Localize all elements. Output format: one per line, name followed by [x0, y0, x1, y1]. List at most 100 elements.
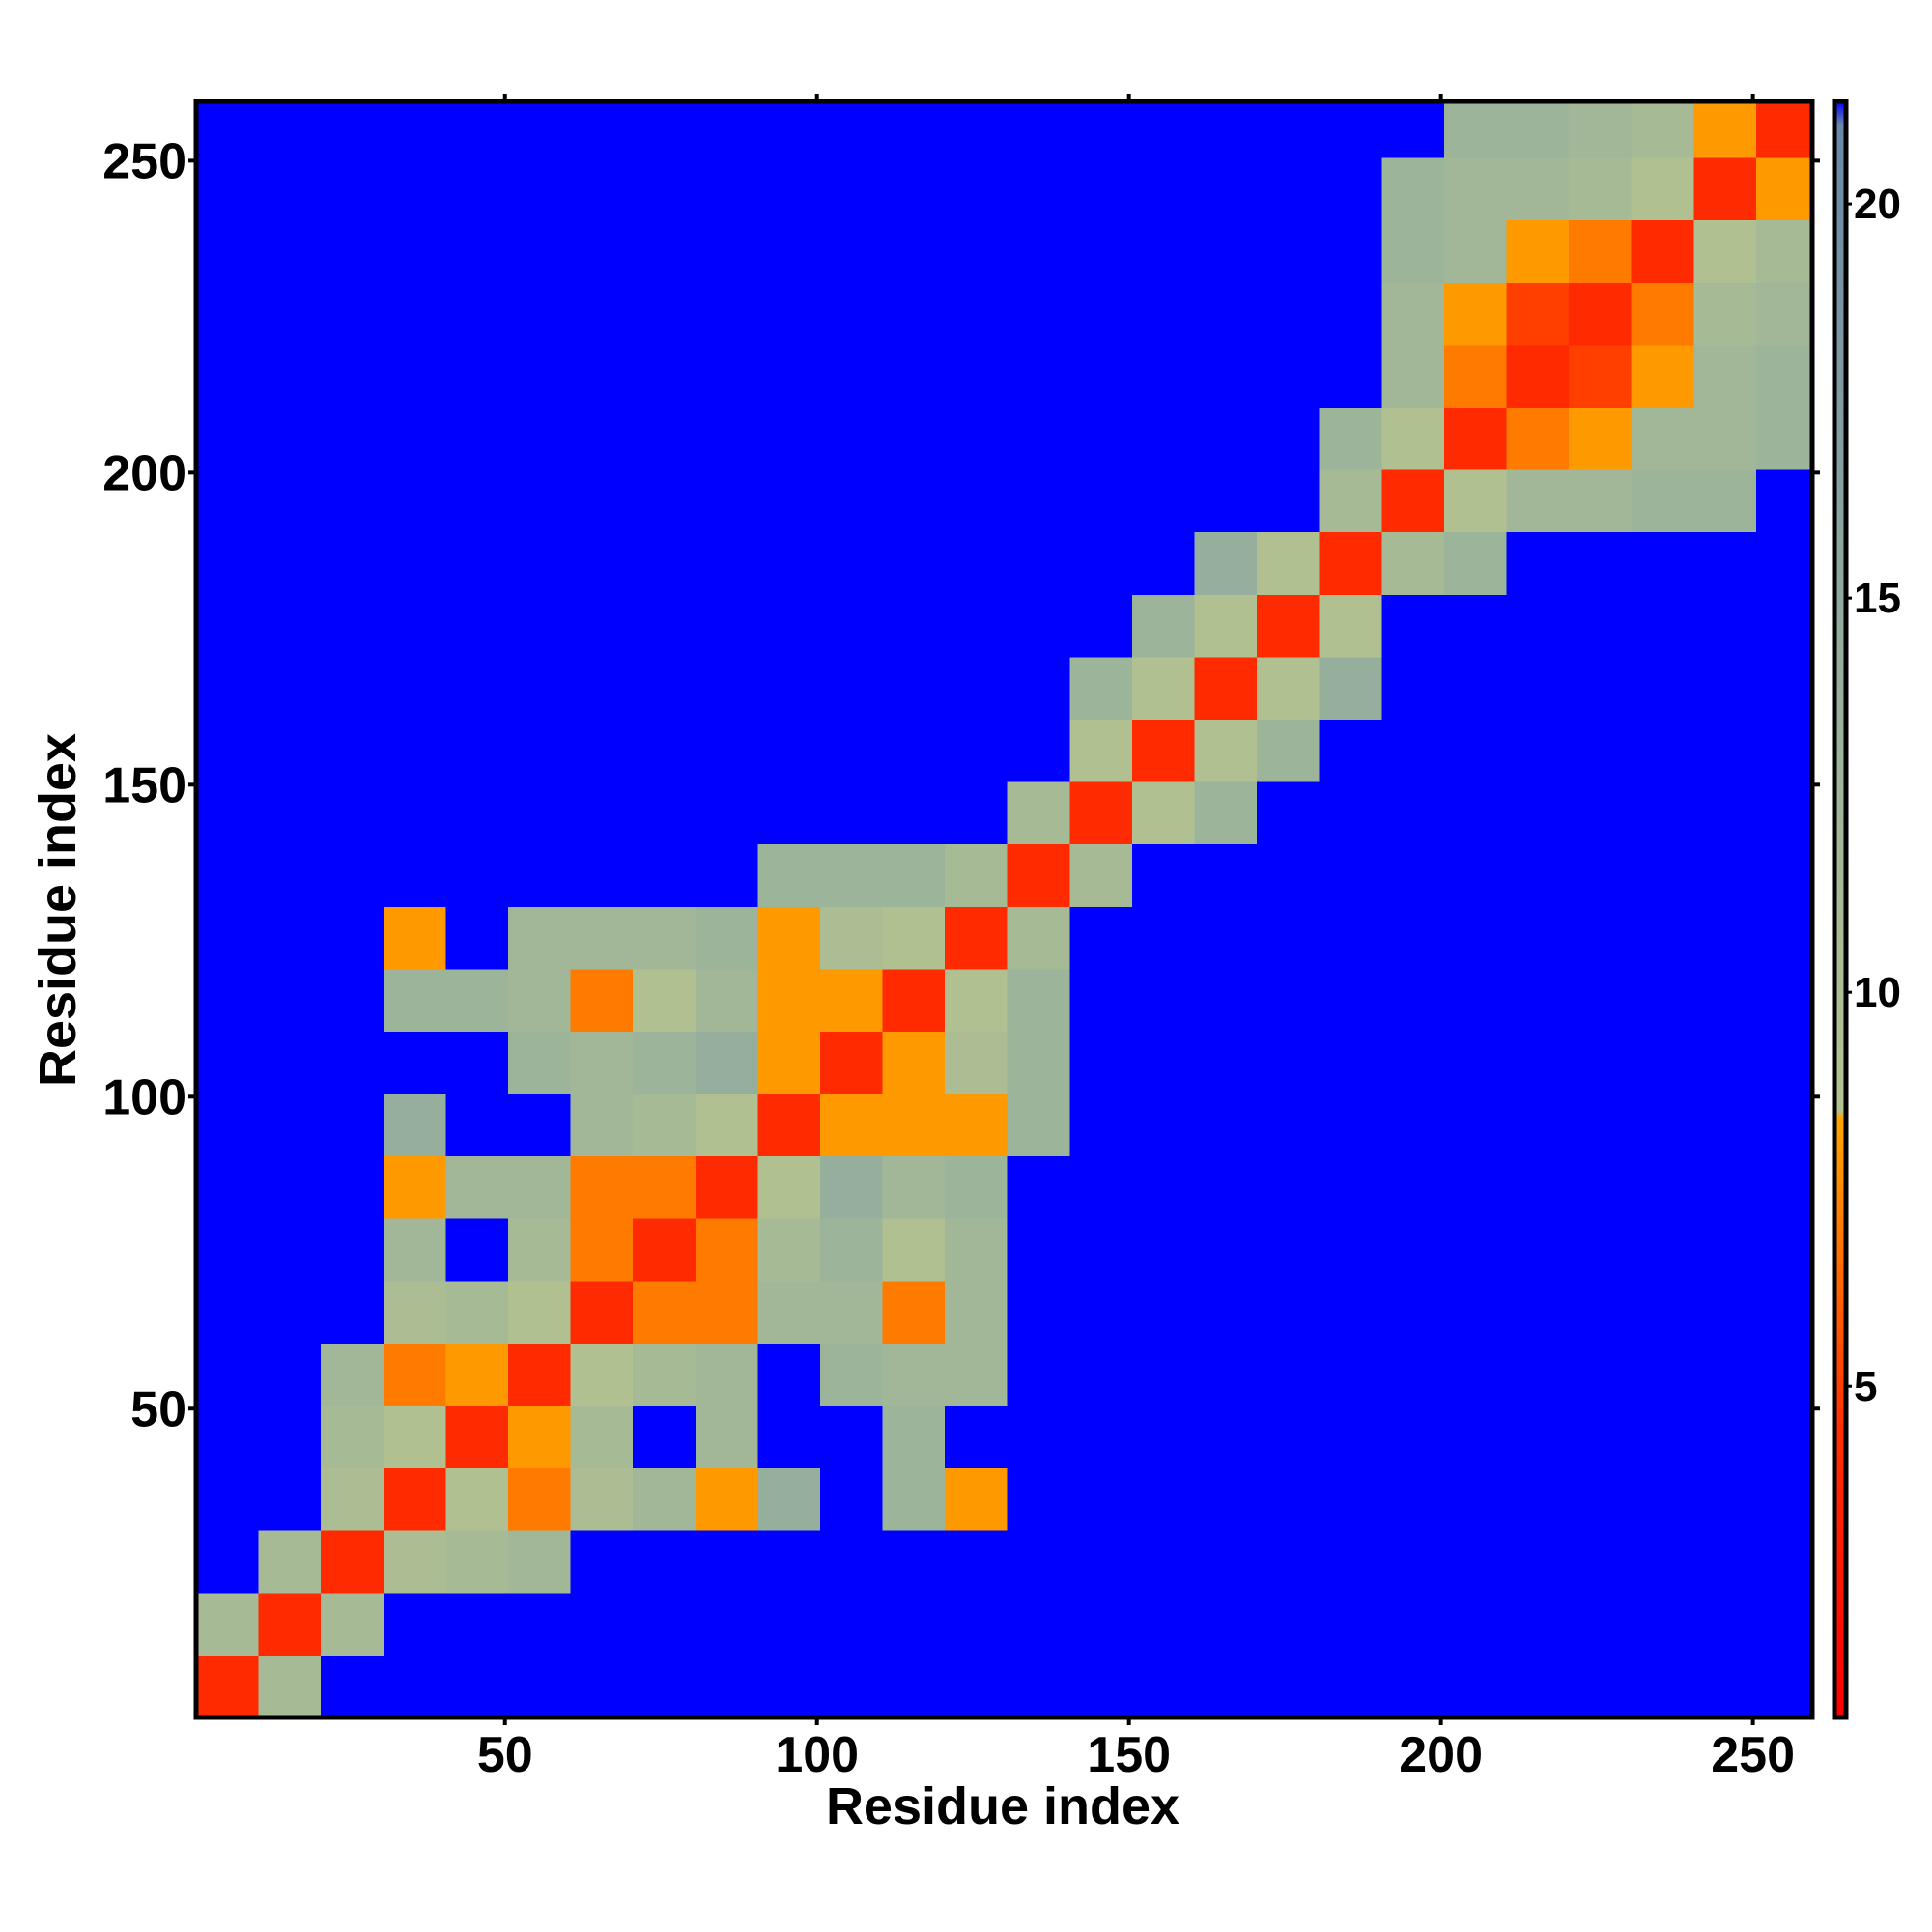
heatmap-cell	[1443, 157, 1507, 221]
heatmap-cell	[633, 1155, 696, 1219]
heatmap-cell	[1069, 1655, 1133, 1719]
heatmap-cell	[507, 157, 572, 221]
heatmap-cell	[321, 282, 384, 346]
heatmap-cell	[1131, 1655, 1196, 1719]
heatmap-cell	[1693, 1343, 1757, 1406]
heatmap-cell	[757, 282, 821, 346]
heatmap-cell	[258, 101, 322, 158]
heatmap-cell	[945, 719, 1009, 782]
heatmap-cell	[196, 469, 260, 533]
heatmap-cell	[570, 531, 634, 595]
heatmap-cell	[1443, 407, 1507, 470]
heatmap-cell	[1693, 594, 1757, 658]
heatmap-cell	[321, 1343, 384, 1406]
heatmap-cell	[1257, 1094, 1321, 1157]
heatmap-cell	[819, 1530, 884, 1594]
heatmap-cell	[1131, 656, 1196, 720]
heatmap-cell	[1506, 344, 1570, 409]
heatmap-cell	[258, 1280, 322, 1344]
heatmap-cell	[1194, 1343, 1258, 1406]
heatmap-cell	[383, 407, 446, 470]
heatmap-cell	[1631, 1218, 1694, 1282]
heatmap-cell	[383, 968, 446, 1032]
heatmap-cell	[445, 1406, 509, 1469]
heatmap-cell	[1194, 1155, 1258, 1219]
heatmap-cell	[1007, 1280, 1070, 1344]
heatmap-cell	[945, 781, 1009, 845]
heatmap-cell	[1131, 1280, 1196, 1344]
heatmap-cell	[1755, 656, 1813, 720]
heatmap-cell	[1381, 781, 1445, 845]
heatmap-cell	[633, 719, 696, 782]
heatmap-cell	[1069, 531, 1133, 595]
heatmap-cell	[196, 906, 260, 970]
heatmap-cell	[1755, 1467, 1813, 1531]
heatmap-cell	[1755, 344, 1813, 409]
heatmap-cell	[445, 843, 509, 907]
heatmap-cell	[445, 656, 509, 720]
heatmap-cell	[570, 407, 634, 470]
heatmap-cell	[1755, 1094, 1813, 1157]
heatmap-cell	[507, 407, 572, 470]
heatmap-cell	[196, 1406, 260, 1469]
heatmap-cell	[1506, 843, 1570, 907]
heatmap-cell	[1506, 282, 1570, 346]
heatmap-cell	[445, 1155, 509, 1219]
heatmap-cell	[882, 469, 946, 533]
heatmap-cell	[1319, 531, 1382, 595]
heatmap-cell	[507, 1406, 572, 1469]
heatmap-cell	[258, 469, 322, 533]
heatmap-cell	[1755, 719, 1813, 782]
heatmap-cell	[695, 906, 758, 970]
heatmap-cell	[258, 1094, 322, 1157]
heatmap-cell	[633, 101, 696, 158]
heatmap-cell	[1319, 1467, 1382, 1531]
heatmap-cell	[1569, 1218, 1633, 1282]
heatmap-cell	[1506, 1530, 1570, 1594]
heatmap-cell	[321, 1280, 384, 1344]
heatmap-cell	[757, 1655, 821, 1719]
heatmap-cell	[321, 1094, 384, 1157]
heatmap-cell	[945, 1530, 1009, 1594]
heatmap-cell	[507, 469, 572, 533]
y-tick-label: 250	[102, 133, 186, 189]
heatmap-cell	[1194, 781, 1258, 845]
heatmap-cell	[633, 594, 696, 658]
heatmap-cell	[321, 656, 384, 720]
heatmap-cell	[258, 1467, 322, 1531]
heatmap-cell	[1693, 1094, 1757, 1157]
heatmap-cell	[1631, 906, 1694, 970]
heatmap-cell	[882, 531, 946, 595]
heatmap-cell	[1319, 781, 1382, 845]
heatmap-cell	[1631, 1094, 1694, 1157]
heatmap-cell	[1569, 282, 1633, 346]
heatmap-cell	[1319, 656, 1382, 720]
heatmap-cell	[695, 1280, 758, 1344]
heatmap-cell	[1443, 219, 1507, 283]
heatmap-cell	[1131, 1592, 1196, 1656]
heatmap-cell	[1257, 282, 1321, 346]
heatmap-cell	[1257, 1218, 1321, 1282]
heatmap-cell	[1506, 1406, 1570, 1469]
heatmap-cell	[570, 906, 634, 970]
heatmap-cell	[1131, 282, 1196, 346]
heatmap-cell	[1631, 531, 1694, 595]
heatmap-cell	[258, 282, 322, 346]
heatmap-cell	[570, 1530, 634, 1594]
heatmap-cell	[1069, 1218, 1133, 1282]
heatmap-cell	[1194, 101, 1258, 158]
heatmap-cell	[882, 1280, 946, 1344]
x-tick-label: 200	[1399, 1727, 1483, 1783]
heatmap-cell	[819, 344, 884, 409]
heatmap-cell	[1257, 101, 1321, 158]
heatmap-cell	[258, 1655, 322, 1719]
heatmap-cell	[882, 1094, 946, 1157]
heatmap-cell	[1194, 531, 1258, 595]
heatmap-cell	[1319, 219, 1382, 283]
heatmap-cell	[757, 219, 821, 283]
heatmap-cell	[819, 531, 884, 595]
heatmap-cell	[258, 594, 322, 658]
heatmap-cell	[1631, 1655, 1694, 1719]
heatmap-cell	[1007, 1467, 1070, 1531]
heatmap-cell	[1131, 344, 1196, 409]
